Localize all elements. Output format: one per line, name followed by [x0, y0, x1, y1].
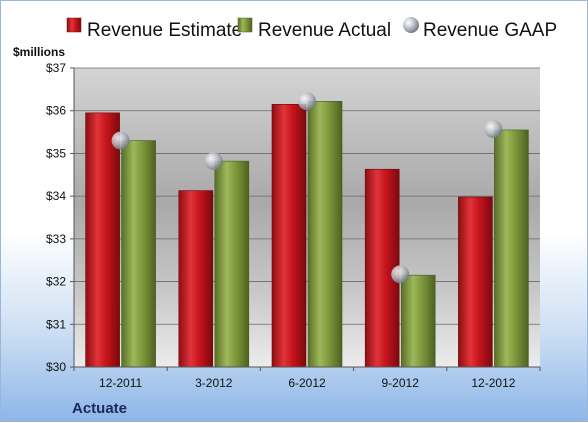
legend-swatch-revenue-actual: [237, 17, 253, 33]
legend-item-revenue-actual: Revenue Actual: [237, 17, 391, 41]
bar-revenue-actual: [214, 160, 250, 368]
legend-label-revenue-estimate: Revenue Estimate: [87, 20, 242, 41]
y-tick-label: $33: [46, 232, 66, 246]
legend-marker-revenue-gaap: [403, 17, 419, 33]
y-tick-label: $37: [46, 61, 66, 75]
x-tick-label: 3-2012: [195, 376, 233, 390]
marker-revenue-gaap: [204, 152, 223, 171]
bar-revenue-actual: [307, 101, 343, 368]
unit-label: $millions: [13, 45, 65, 59]
legend-label-revenue-gaap: Revenue GAAP: [423, 20, 557, 41]
x-tick-label: 12-2012: [471, 376, 515, 390]
company-name: Actuate: [72, 400, 127, 417]
legend: Revenue Estimate Revenue Actual Revenue …: [66, 17, 557, 41]
bar-revenue-estimate: [458, 196, 493, 368]
bars: [85, 101, 529, 368]
y-tick-label: $36: [46, 104, 66, 118]
marker-revenue-gaap: [111, 131, 130, 150]
legend-item-revenue-gaap: Revenue GAAP: [403, 17, 557, 41]
y-tick-label: $35: [46, 146, 66, 160]
legend-swatch-revenue-estimate: [66, 17, 82, 33]
x-axis-ticks: 12-2011 3-2012 6-2012 9-2012 12-2012: [73, 367, 541, 390]
x-tick-label: 6-2012: [288, 376, 326, 390]
y-tick-label: $34: [46, 189, 66, 203]
bar-revenue-estimate: [85, 112, 120, 368]
bar-revenue-estimate: [364, 168, 400, 368]
bar-revenue-actual: [400, 274, 436, 368]
legend-item-revenue-estimate: Revenue Estimate: [66, 17, 242, 41]
y-tick-label: $32: [46, 275, 66, 289]
y-axis-ticks: $30 $31 $32 $33 $34 $35 $36 $37: [46, 61, 74, 374]
marker-revenue-gaap: [484, 120, 503, 139]
marker-revenue-gaap: [391, 265, 410, 284]
y-tick-label: $31: [46, 317, 66, 331]
bar-revenue-estimate: [271, 104, 307, 368]
legend-label-revenue-actual: Revenue Actual: [258, 20, 391, 41]
bar-revenue-actual: [121, 140, 156, 368]
bar-revenue-estimate: [178, 190, 214, 368]
bar-revenue-actual: [494, 129, 529, 368]
y-tick-label: $30: [46, 360, 66, 374]
marker-revenue-gaap: [298, 92, 316, 111]
x-tick-label: 9-2012: [382, 376, 420, 390]
x-tick-label: 12-2011: [99, 376, 142, 390]
gaap-markers: [111, 92, 503, 284]
